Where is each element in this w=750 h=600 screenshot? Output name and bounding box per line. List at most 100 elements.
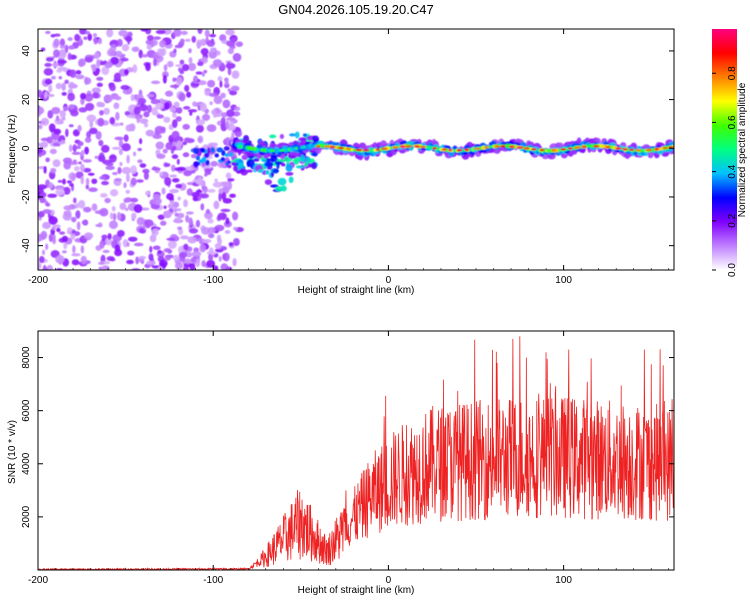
- spectrogram-cell: [80, 255, 87, 265]
- spectrogram-cell: [201, 113, 211, 121]
- spectrogram-cell: [123, 182, 127, 189]
- spectrogram-cell: [232, 237, 240, 247]
- spectrogram-cell: [71, 216, 77, 223]
- spectrogram-cell: [195, 219, 201, 228]
- spectrogram-cell: [270, 156, 275, 163]
- spectrogram-cell: [94, 210, 105, 215]
- spectrogram-cell: [148, 253, 154, 261]
- spectrogram-cell: [138, 228, 145, 234]
- spectrogram-cell: [151, 107, 158, 116]
- spectrogram-cell: [221, 185, 230, 194]
- spectrogram-cell: [222, 181, 230, 187]
- spectrogram-cell: [405, 145, 413, 148]
- spectrogram-cell: [130, 165, 137, 175]
- spectrogram-cell: [139, 163, 147, 168]
- spectrogram-cell: [163, 64, 168, 72]
- spectrogram-cell: [289, 133, 296, 137]
- spectrogram-cell: [160, 220, 167, 226]
- spectrogram-cell: [39, 141, 49, 148]
- spectrogram-cell: [232, 226, 238, 231]
- spectrogram-cell: [159, 40, 166, 48]
- spectrogram-cell: [91, 178, 98, 185]
- spectrogram-cell: [221, 112, 228, 118]
- spectrogram-cell: [182, 152, 190, 158]
- spectrogram-cell: [169, 188, 179, 194]
- spectrogram-cell: [209, 47, 217, 54]
- spectrogram-cell: [132, 151, 137, 157]
- spectrogram-cell: [85, 56, 93, 63]
- colorbar-tick-label: 0.6: [727, 115, 738, 129]
- spectrogram-cell: [59, 45, 66, 49]
- spectrogram-cell: [173, 29, 182, 37]
- spectrogram-cell: [191, 35, 197, 43]
- spectrogram-cell: [306, 135, 315, 141]
- spectrogram-cell: [56, 227, 61, 233]
- spectrogram-cell: [109, 189, 119, 197]
- spectrogram-cell: [78, 161, 82, 165]
- spectrogram-cell: [84, 30, 91, 35]
- spectrogram-cell: [229, 152, 234, 157]
- spectrogram-cell: [187, 62, 197, 72]
- spectrogram-cell: [136, 179, 144, 183]
- spectrogram-cell: [96, 101, 103, 108]
- spectrogram-cell: [85, 102, 95, 111]
- spectrogram-cell: [68, 104, 75, 110]
- spectrogram-cell: [42, 209, 52, 214]
- spectrogram-cell: [264, 179, 273, 185]
- spectrogram-cell: [494, 145, 501, 148]
- spectrogram-cell: [86, 114, 97, 123]
- spectrogram-cell: [130, 94, 135, 102]
- spectrogram-ytick-label: 40: [21, 45, 32, 57]
- chart-title: GN04.2026.105.19.20.C47: [278, 2, 433, 17]
- spectrogram-cell: [257, 169, 264, 173]
- spectrogram-cell: [66, 180, 73, 184]
- spectrogram-cell: [184, 84, 190, 92]
- spectrogram-cell: [226, 136, 230, 146]
- spectrogram-cell: [68, 81, 75, 90]
- spectrogram-cell: [151, 167, 161, 171]
- spectrogram-cell: [172, 77, 177, 83]
- spectrogram-cell: [178, 92, 186, 102]
- spectrogram-cell: [175, 183, 183, 189]
- spectrogram-cell: [78, 60, 85, 67]
- spectrogram-cell: [209, 33, 217, 38]
- spectrogram-cell: [97, 154, 106, 162]
- spectrogram-cell: [63, 186, 71, 195]
- spectrogram-cell: [164, 257, 171, 261]
- spectrogram-cell: [65, 128, 69, 138]
- spectrogram-cell: [171, 119, 178, 129]
- spectrogram-cell: [38, 142, 41, 147]
- spectrogram-cell: [208, 247, 214, 255]
- spectrogram-cell: [662, 146, 668, 150]
- spectrogram-cell: [107, 48, 116, 57]
- spectrogram-cell: [38, 124, 43, 130]
- spectrogram-cell: [115, 111, 120, 121]
- spectrogram-cell: [223, 146, 230, 151]
- spectrogram-cell: [41, 249, 46, 256]
- spectrogram-cell: [185, 251, 193, 258]
- spectrogram-cell: [84, 232, 94, 240]
- spectrogram-cell: [145, 129, 155, 137]
- spectrogram-cell: [214, 224, 225, 232]
- spectrogram-cell: [96, 76, 104, 81]
- spectrogram-cell: [214, 242, 222, 250]
- spectrogram-cell: [224, 78, 229, 86]
- spectrogram-cell: [143, 111, 150, 118]
- spectrogram-cell: [45, 30, 51, 35]
- spectrogram-cell: [213, 142, 218, 150]
- spectrogram-cell: [67, 92, 76, 102]
- colorbar-tick-label: 0.2: [727, 213, 738, 227]
- spectrogram-cell: [188, 228, 199, 234]
- spectrogram-cell: [432, 147, 437, 150]
- spectrogram-cell: [101, 144, 110, 153]
- spectrogram-cell: [192, 101, 197, 107]
- spectrogram-cell: [87, 172, 95, 176]
- spectrogram-cell: [208, 92, 218, 97]
- spectrogram-cell: [185, 38, 191, 42]
- spectrogram-cell: [196, 39, 202, 49]
- spectrogram-cell: [111, 206, 116, 212]
- spectrogram-cell: [323, 145, 330, 148]
- spectrogram-cell: [226, 109, 235, 118]
- spectrogram-cell: [179, 59, 185, 65]
- spectrogram-cell: [207, 218, 214, 224]
